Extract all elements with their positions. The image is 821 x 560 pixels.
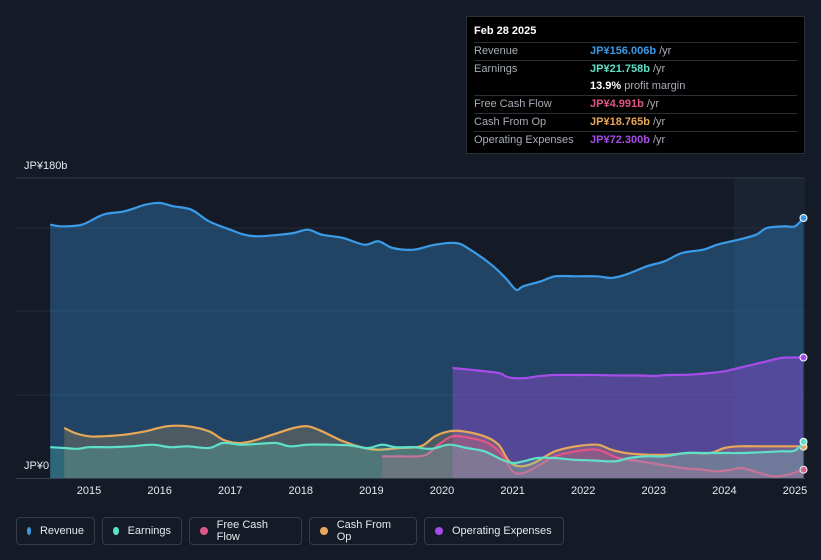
legend-dot-icon [27, 527, 31, 535]
x-tick-label: 2021 [500, 485, 525, 497]
x-tick-label: 2018 [288, 485, 314, 497]
x-tick-label: 2023 [641, 485, 667, 497]
series-free-cash-flow [381, 434, 808, 478]
legend-item-earnings[interactable]: Earnings [102, 517, 182, 545]
tooltip-rows: Revenue JP¥156.006b/yr Earnings JP¥21.758b /… [474, 42, 797, 149]
x-tick-label: 2025 [782, 485, 808, 497]
tooltip-row-label: Revenue [474, 45, 519, 57]
operating-expenses-end-marker[interactable] [799, 353, 808, 362]
tooltip-row-unit: /yr [652, 116, 666, 128]
legend-label: Operating Expenses [452, 525, 552, 537]
earnings-end-marker[interactable] [799, 437, 808, 446]
tooltip-row: Earnings JP¥21.758b/yr [474, 60, 797, 78]
series-revenue [50, 201, 808, 478]
tooltip-row-unit: /yr [646, 98, 660, 110]
tooltip-row: 13.9% profit margin [474, 78, 797, 95]
tooltip-row-value: JP¥21.758b [590, 63, 650, 75]
tooltip-row: Operating Expenses JP¥72.300b/yr [474, 131, 797, 149]
legend-item-free-cash-flow[interactable]: Free Cash Flow [189, 517, 302, 545]
operating-expenses-area [452, 357, 804, 478]
free-cash-flow-end-marker[interactable] [799, 465, 808, 474]
tooltip-row: Revenue JP¥156.006b/yr [474, 42, 797, 60]
earnings-line [50, 440, 805, 465]
x-tick-label: 2017 [217, 485, 243, 497]
tooltip-row-value: JP¥18.765b [590, 116, 650, 128]
legend-label: Earnings [127, 525, 171, 537]
legend-item-cash-from-op[interactable]: Cash From Op [309, 517, 417, 545]
series-operating-expenses [452, 353, 808, 478]
tooltip-date: Feb 28 2025 [474, 25, 537, 37]
tooltip-row-unit: profit margin [624, 80, 686, 92]
tooltip-row-unit: /yr [652, 63, 666, 75]
free-cash-flow-line [381, 434, 804, 478]
y-axis-bottom-label: JP¥0 [24, 460, 50, 472]
tooltip-row-label: Operating Expenses [474, 134, 574, 146]
legend-dot-icon [200, 527, 208, 535]
x-tick-label: 2024 [712, 485, 737, 497]
cash-from-op-area [64, 425, 804, 478]
revenue-area [50, 202, 804, 478]
x-tick-label: 2019 [359, 485, 384, 497]
tooltip-row-value: JP¥4.991b [590, 98, 644, 110]
tooltip-row-unit: /yr [659, 45, 672, 57]
tooltip-row-value: JP¥72.300b [590, 134, 650, 146]
free-cash-flow-area [382, 435, 804, 478]
series-layer [50, 201, 808, 478]
x-tick-label: 2022 [570, 485, 596, 497]
tooltip-row-value: JP¥156.006b [590, 45, 657, 57]
legend-label: Cash From Op [336, 519, 392, 543]
operating-expenses-line [452, 356, 804, 380]
series-earnings [50, 437, 808, 478]
grid-lines [16, 177, 805, 479]
x-tick-label: 2020 [429, 485, 455, 497]
tooltip-row-label: Free Cash Flow [474, 98, 552, 110]
legend-dot-icon [435, 527, 443, 535]
revenue-line [50, 201, 805, 292]
legend-label: Free Cash Flow [216, 519, 269, 543]
tooltip-row-unit: /yr [652, 134, 666, 146]
data-tooltip: Feb 28 2025 Revenue JP¥156.006b/yr Earning… [466, 16, 805, 154]
tooltip-row: Free Cash Flow JP¥4.991b/yr [474, 95, 797, 113]
legend-item-revenue[interactable]: Revenue [16, 517, 95, 545]
legend-item-operating-expenses[interactable]: Operating Expenses [424, 517, 564, 545]
x-tick-label: 2016 [147, 485, 172, 497]
tooltip-row-value: 13.9% [590, 80, 622, 92]
revenue-end-marker[interactable] [799, 214, 808, 222]
tooltip-row: Cash From Op JP¥18.765b/yr [474, 113, 797, 131]
y-axis-top-label: JP¥180b [24, 160, 68, 172]
earnings-area [50, 441, 804, 478]
legend-dot-icon [320, 527, 328, 535]
tooltip-row-label: Cash From Op [474, 116, 547, 128]
x-tick-label: 2015 [76, 485, 102, 497]
legend-label: Revenue [39, 525, 84, 537]
legend-dot-icon [113, 527, 119, 535]
tooltip-row-label [474, 78, 590, 95]
tooltip-row-label: Earnings [474, 63, 518, 75]
